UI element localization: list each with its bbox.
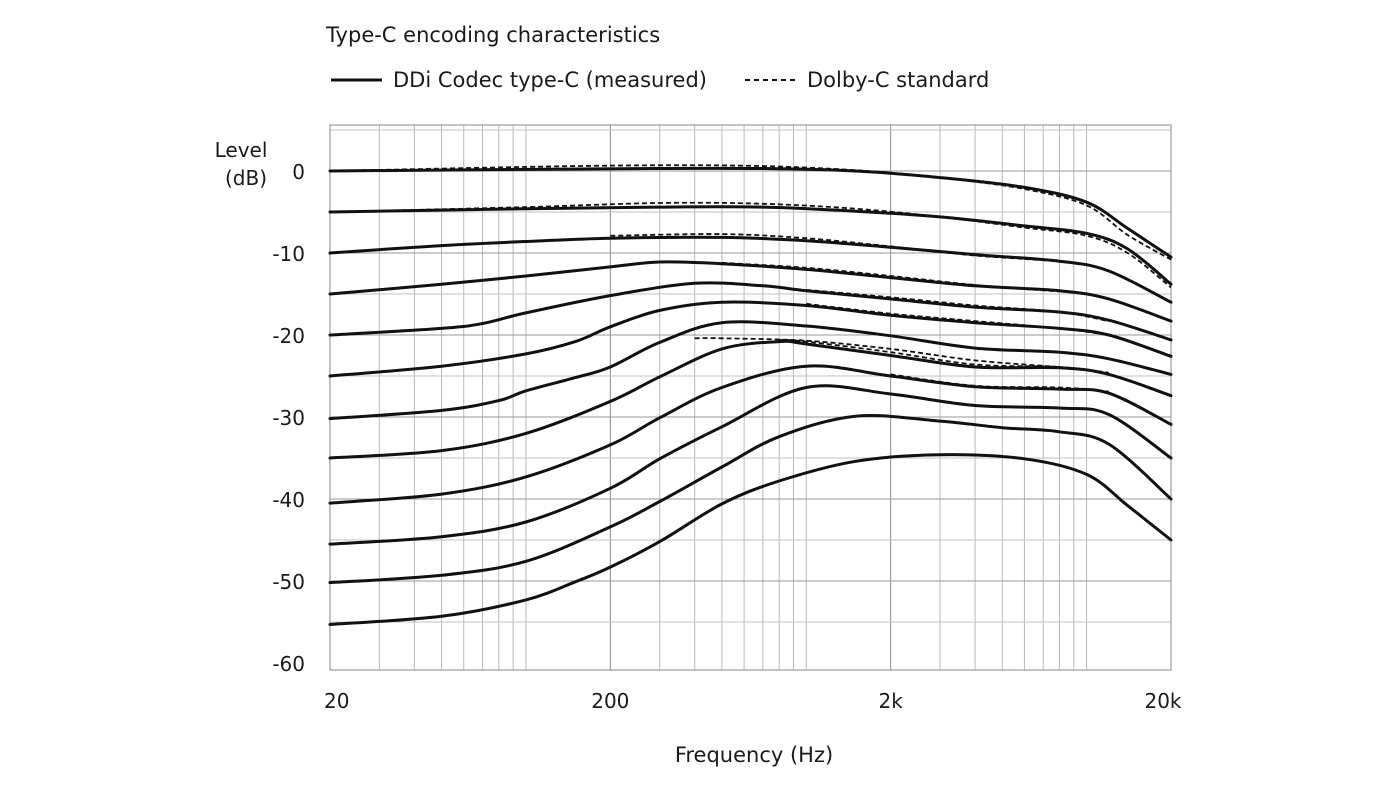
y-tick-labels: 0 -10 -20 -30 -40 -50 -60: [272, 160, 305, 676]
plot-frame: [329, 124, 1172, 671]
x-tick-label: 2k: [879, 689, 904, 713]
measured-series: [328, 166, 1173, 626]
y-axis-label-line1: Level: [215, 138, 268, 162]
measured-curve-11: [328, 453, 1173, 626]
measured-curve-7: [328, 339, 1173, 460]
legend: DDi Codec type-C (measured) Dolby-C stan…: [331, 68, 989, 92]
measured-curve-6: [328, 320, 1173, 421]
plot-grid: [330, 125, 1171, 670]
x-tick-label: 20k: [1144, 689, 1181, 713]
measured-curve-9: [328, 384, 1173, 546]
y-tick-label: -60: [272, 652, 305, 676]
y-axis-label-line2: (dB): [225, 166, 267, 190]
legend-dolby-label: Dolby-C standard: [807, 68, 989, 92]
y-tick-label: 0: [292, 160, 305, 184]
measured-curve-8: [328, 364, 1173, 505]
dolby-c-curve-2: [610, 233, 1060, 263]
measured-curve-3: [328, 260, 1173, 323]
dolby-c-curve-6: [694, 337, 1060, 368]
measured-curve-10: [328, 414, 1173, 585]
x-tick-labels: 20 200 2k 20k: [324, 689, 1182, 713]
y-tick-label: -40: [272, 488, 305, 512]
legend-measured-label: DDi Codec type-C (measured): [393, 68, 707, 92]
x-tick-label: 20: [324, 689, 349, 713]
y-tick-label: -30: [272, 406, 305, 430]
dolby-c-curve-0: [329, 164, 1172, 261]
x-tick-label: 200: [591, 689, 629, 713]
measured-curve-4: [328, 281, 1173, 342]
x-axis-label: Frequency (Hz): [675, 743, 833, 767]
y-tick-label: -10: [272, 242, 305, 266]
dolby-c-curve-1: [329, 201, 1172, 289]
y-tick-label: -50: [272, 570, 305, 594]
measured-curve-0: [328, 166, 1173, 259]
measured-curve-2: [328, 235, 1173, 304]
y-tick-label: -20: [272, 324, 305, 348]
measured-curve-5: [328, 300, 1173, 378]
measured-curve-1: [328, 205, 1173, 286]
dolby-c-series: [329, 164, 1172, 393]
chart-title: Type-C encoding characteristics: [325, 23, 660, 47]
